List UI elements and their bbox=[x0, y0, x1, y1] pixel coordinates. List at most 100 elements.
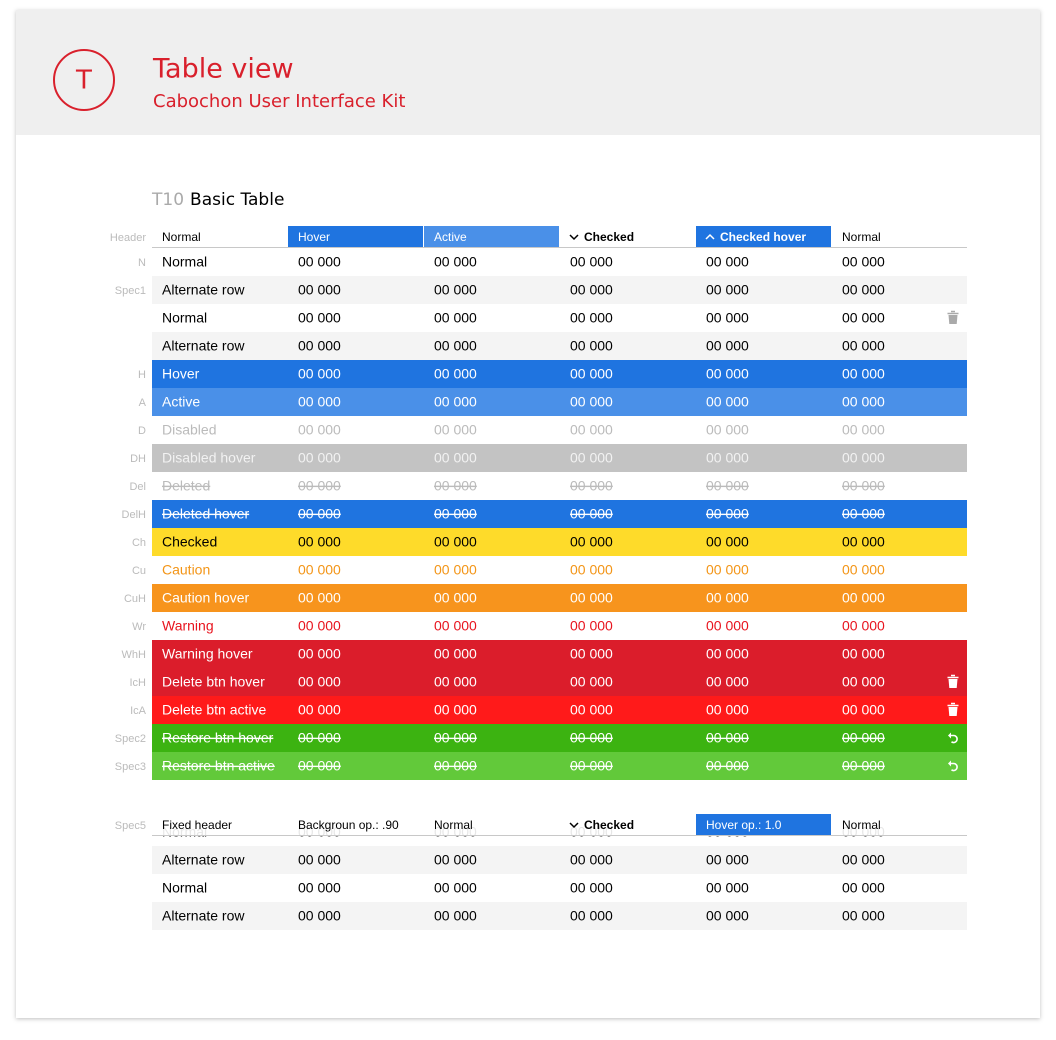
cell: 00 000 bbox=[434, 702, 477, 718]
cell: 00 000 bbox=[298, 394, 341, 410]
cell: 00 000 bbox=[434, 450, 477, 466]
trash-icon bbox=[947, 702, 959, 716]
page-subtitle: Cabochon User Interface Kit bbox=[153, 91, 405, 112]
cell: Delete btn active bbox=[162, 702, 266, 718]
cell: 00 000 bbox=[298, 730, 341, 746]
row-bg bbox=[152, 612, 967, 640]
header-band bbox=[16, 10, 1040, 135]
header-cell: Normal bbox=[434, 818, 473, 832]
header-cell: Active bbox=[434, 230, 467, 244]
cell: 00 000 bbox=[706, 646, 749, 662]
cell: Normal bbox=[162, 880, 207, 896]
row-bg bbox=[152, 874, 967, 902]
header-cell: Normal bbox=[842, 818, 881, 832]
cell: 00 000 bbox=[434, 730, 477, 746]
cell: Disabled hover bbox=[162, 450, 256, 466]
section-name: Basic Table bbox=[190, 190, 284, 210]
cell: 00 000 bbox=[298, 852, 341, 868]
header-cell: Checked bbox=[584, 230, 634, 244]
row-label: DelH bbox=[122, 509, 147, 521]
row-label: D bbox=[138, 425, 146, 437]
cell: Delete btn hover bbox=[162, 674, 265, 690]
row-bg bbox=[152, 472, 967, 500]
cell: Deleted hover bbox=[162, 506, 250, 522]
cell: 00 000 bbox=[842, 758, 885, 774]
row-label: CuH bbox=[124, 593, 146, 605]
cell: 00 000 bbox=[706, 506, 749, 522]
cell: 00 000 bbox=[706, 366, 749, 382]
trash-body bbox=[948, 707, 958, 716]
cell: 00 000 bbox=[434, 282, 477, 298]
cell: 00 000 bbox=[434, 758, 477, 774]
undo-head bbox=[948, 760, 951, 767]
trash-lid bbox=[947, 702, 959, 707]
cell: Alternate row bbox=[162, 908, 245, 924]
cell: Restore btn hover bbox=[162, 730, 274, 746]
cell: 00 000 bbox=[434, 646, 477, 662]
row-bg bbox=[152, 556, 967, 584]
cell: Checked bbox=[162, 534, 217, 550]
cell: 00 000 bbox=[298, 366, 341, 382]
row-bg bbox=[152, 248, 967, 276]
cell: 00 000 bbox=[706, 562, 749, 578]
cell: 00 000 bbox=[298, 254, 341, 270]
header-cell: Normal bbox=[162, 230, 201, 244]
cell: 00 000 bbox=[706, 618, 749, 634]
cell: 00 000 bbox=[842, 908, 885, 924]
row-bg bbox=[152, 668, 967, 696]
cell: Normal bbox=[162, 254, 207, 270]
cell: 00 000 bbox=[298, 702, 341, 718]
trash-lid bbox=[947, 310, 959, 315]
trash-body bbox=[948, 315, 958, 324]
cell: 00 000 bbox=[570, 254, 613, 270]
cell: 00 000 bbox=[434, 394, 477, 410]
row-bg bbox=[152, 724, 967, 752]
cell: 00 000 bbox=[570, 590, 613, 606]
cell: 00 000 bbox=[706, 282, 749, 298]
row-bg bbox=[152, 640, 967, 668]
row-label: Header bbox=[110, 232, 146, 244]
cell: 00 000 bbox=[298, 880, 341, 896]
cell: 00 000 bbox=[842, 590, 885, 606]
cell: Disabled bbox=[162, 422, 216, 438]
cell: 00 000 bbox=[570, 338, 613, 354]
cell: 00 000 bbox=[570, 908, 613, 924]
cell: 00 000 bbox=[298, 562, 341, 578]
cell: 00 000 bbox=[706, 422, 749, 438]
cell: 00 000 bbox=[842, 254, 885, 270]
cell: 00 000 bbox=[842, 338, 885, 354]
row-bg bbox=[152, 304, 967, 332]
undo-icon bbox=[948, 732, 958, 744]
cell: 00 000 bbox=[298, 646, 341, 662]
row-bg bbox=[152, 752, 967, 780]
cell: 00 000 bbox=[570, 366, 613, 382]
cell: 00 000 bbox=[434, 338, 477, 354]
cell: 00 000 bbox=[434, 880, 477, 896]
cell: Alternate row bbox=[162, 282, 245, 298]
undo-arc bbox=[950, 734, 958, 744]
cell: 00 000 bbox=[706, 394, 749, 410]
header-cell-bg bbox=[696, 226, 831, 247]
row-bg bbox=[152, 416, 967, 444]
row-label: Cu bbox=[132, 565, 146, 577]
cell: 00 000 bbox=[842, 478, 885, 494]
cell: Alternate row bbox=[162, 852, 245, 868]
cell: 00 000 bbox=[570, 422, 613, 438]
cell: 00 000 bbox=[706, 880, 749, 896]
row-label: A bbox=[139, 397, 147, 409]
cell: 00 000 bbox=[706, 534, 749, 550]
cell: 00 000 bbox=[434, 478, 477, 494]
cell: Restore btn active bbox=[162, 758, 275, 774]
cell: 00 000 bbox=[570, 730, 613, 746]
cell: 00 000 bbox=[842, 618, 885, 634]
cell: 00 000 bbox=[842, 366, 885, 382]
row-label: Spec1 bbox=[115, 285, 146, 297]
row-label: Wr bbox=[132, 621, 146, 633]
cell: 00 000 bbox=[842, 674, 885, 690]
cell: Normal bbox=[162, 310, 207, 326]
cell: 00 000 bbox=[570, 674, 613, 690]
cell: Alternate row bbox=[162, 338, 245, 354]
cell: 00 000 bbox=[842, 852, 885, 868]
header-cell: Normal bbox=[842, 230, 881, 244]
logo-circle bbox=[53, 49, 115, 111]
